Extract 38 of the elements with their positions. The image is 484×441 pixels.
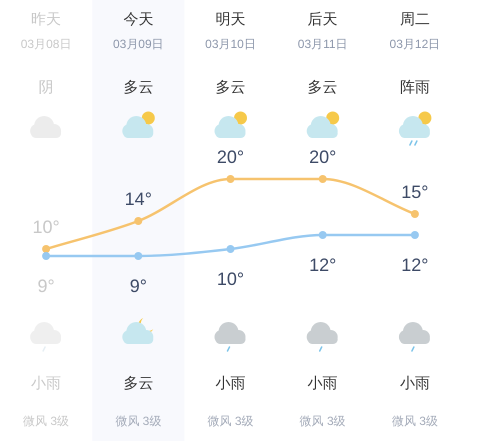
point [134,252,142,260]
x-tick-label: 明天 [216,11,246,28]
x-tick-label: 后天 [308,11,338,28]
text: 小雨 [216,375,246,392]
text: 03月09日 [112,37,164,51]
text: 小雨 [308,375,338,392]
data-label: 15° [401,182,429,202]
data-label: 14° [124,189,152,209]
text: 03月10日 [205,37,256,51]
text: 多云 [123,79,154,96]
x-tick-label: 今天 [123,11,154,28]
point [42,252,50,260]
text: 多云 [216,79,246,96]
point [42,245,50,253]
text: 多云 [308,79,338,96]
point [410,231,419,239]
data-label: 20° [309,147,336,167]
x-tick-label: 周二 [400,11,430,28]
point [134,217,142,225]
text: 多云 [123,375,154,392]
text: 微风 3级 [115,414,162,428]
text: 03月12日 [390,37,440,51]
point [318,231,327,239]
text: 微风 3级 [392,414,438,428]
data-label: 9° [130,276,147,296]
data-label: 12° [401,255,429,275]
data-label: 12° [309,255,336,275]
data-label: 20° [216,147,244,167]
point [410,210,419,218]
point [226,175,234,183]
text: 小雨 [400,375,430,392]
data-label: 10° [216,269,244,289]
text: 微风 3级 [207,414,254,428]
text: 03月11日 [298,37,348,51]
point [226,245,234,253]
text: 阵雨 [400,79,430,96]
text: 微风 3级 [300,414,346,428]
point [318,175,327,183]
